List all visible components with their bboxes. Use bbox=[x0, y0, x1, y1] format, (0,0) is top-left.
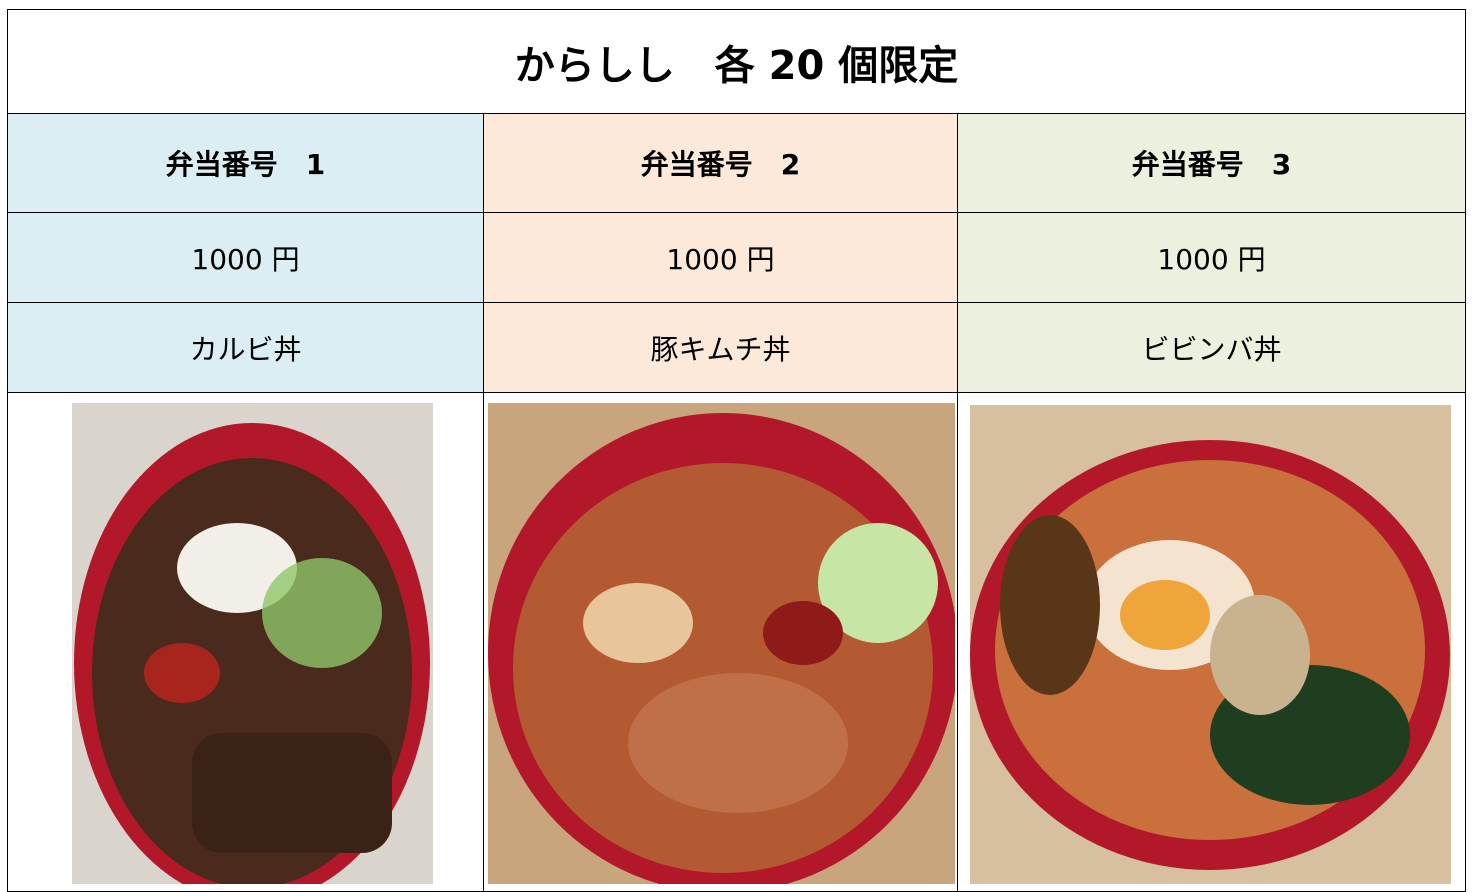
name-cell: 豚キムチ丼 bbox=[483, 302, 958, 393]
price-cell: 1000 円 bbox=[957, 212, 1466, 303]
header-cell: 弁当番号 2 bbox=[483, 113, 958, 213]
name-cell: ビビンバ丼 bbox=[957, 302, 1466, 393]
title: からしし 各 20 個限定 bbox=[7, 9, 1466, 114]
price-cell: 1000 円 bbox=[7, 212, 484, 303]
header-cell: 弁当番号 1 bbox=[7, 113, 484, 213]
food-photo bbox=[970, 405, 1451, 884]
price-cell: 1000 円 bbox=[483, 212, 958, 303]
header-cell: 弁当番号 3 bbox=[957, 113, 1466, 213]
food-photo bbox=[72, 403, 433, 884]
name-cell: カルビ丼 bbox=[7, 302, 484, 393]
food-photo bbox=[488, 403, 955, 884]
